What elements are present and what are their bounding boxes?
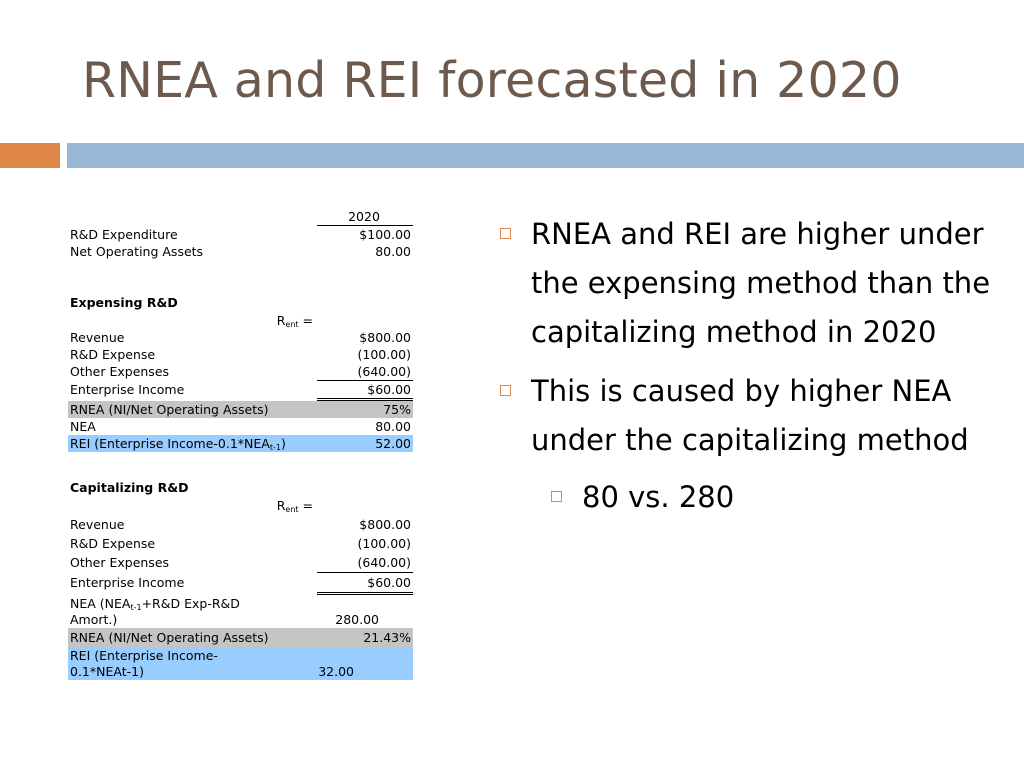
accent-bar-blue — [67, 143, 1024, 168]
table-row: R&D Expenditure $100.00 — [70, 227, 411, 242]
rent-label: Rent = — [276, 498, 313, 514]
section-heading-capitalizing: Capitalizing R&D — [70, 480, 189, 495]
nea-row: NEA (NEAt-1+R&D Exp-R&D Amort.) 280.00 — [70, 596, 379, 627]
accent-bar-orange — [0, 143, 60, 168]
year-header-row: 2020 — [68, 208, 413, 226]
slide-title: RNEA and REI forecasted in 2020 — [82, 52, 902, 109]
rnea-row: RNEA (NI/Net Operating Assets) 75% — [68, 401, 413, 418]
financial-table: 2020 R&D Expenditure $100.00 Net Operati… — [68, 208, 413, 680]
table-row: Enterprise Income $60.00 — [68, 381, 413, 401]
square-bullet-icon — [500, 228, 511, 239]
table-row: Other Expenses (640.00) — [68, 553, 413, 573]
bullet-item: RNEA and REI are higher under the expens… — [498, 210, 1008, 357]
rnea-row: RNEA (NI/Net Operating Assets) 21.43% — [68, 628, 413, 647]
rent-row: Rent = — [68, 311, 413, 329]
table-row: Enterprise Income $60.00 — [68, 573, 413, 595]
square-bullet-icon — [500, 385, 511, 396]
table-row: Net Operating Assets 80.00 — [70, 244, 411, 259]
year-header: 2020 — [317, 208, 413, 226]
rent-label: Rent = — [276, 313, 313, 329]
sub-bullet-item: 80 vs. 280 — [498, 473, 1008, 522]
table-row: Other Expenses (640.00) — [70, 364, 413, 381]
rei-row: REI (Enterprise Income-0.1*NEAt-1) 32.00 — [68, 647, 413, 680]
table-row: NEA 80.00 — [70, 419, 411, 434]
section-heading-expensing: Expensing R&D — [70, 295, 178, 310]
bullet-list: RNEA and REI are higher under the expens… — [498, 210, 1008, 522]
table-row: Revenue $800.00 — [70, 330, 411, 345]
table-row: R&D Expense (100.00) — [70, 536, 411, 551]
capitalizing-section: Capitalizing R&D Rent = Revenue $800.00 … — [68, 479, 413, 680]
square-bullet-icon — [551, 491, 562, 502]
table-row: R&D Expense (100.00) — [70, 347, 411, 362]
table-row: Revenue $800.00 — [70, 517, 411, 532]
rent-row: Rent = — [68, 496, 413, 515]
rei-row: REI (Enterprise Income-0.1*NEAt-1) 52.00 — [68, 435, 413, 452]
bullet-item: This is caused by higher NEA under the c… — [498, 367, 1008, 465]
